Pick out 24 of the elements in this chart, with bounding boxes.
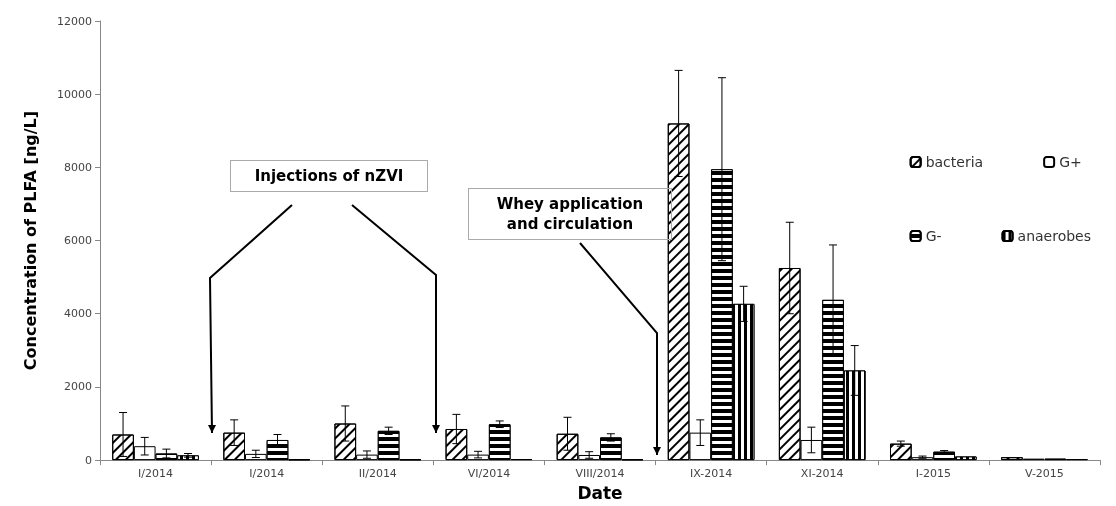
x-tick-label: IX-2014 [690,467,733,481]
annotation: Injections of nZVI [230,160,428,192]
legend-label: anaerobes [1017,228,1091,244]
y-tick-label: 4000 [64,307,92,321]
x-tick-label: I/2014 [138,467,174,481]
y-tick-label: 8000 [64,160,92,174]
x-tick-label: VI/2014 [467,467,511,481]
y-tick-label: 2000 [64,380,92,394]
x-tick-label: XI-2014 [800,467,844,481]
x-tick-label: I-2015 [915,467,951,481]
y-axis-title: Concentration of PLFA [ng/L] [20,110,40,371]
x-axis-title: Date [577,482,623,503]
legend-label: G- [925,228,942,244]
y-tick-label: 6000 [64,234,92,248]
x-tick-label: V-2015 [1025,467,1064,481]
annotation: Whey application and circulation [468,188,672,240]
x-tick-label: II/2014 [358,467,397,481]
x-tick-label: I/2014 [249,467,285,481]
legend-label: G+ [1059,154,1082,170]
y-tick-label: 0 [85,453,92,467]
legend-label: bacteria [925,154,984,170]
y-tick-label: 12000 [57,14,92,28]
x-tick-label: VIII/2014 [575,467,625,481]
y-tick-label: 10000 [57,87,92,101]
